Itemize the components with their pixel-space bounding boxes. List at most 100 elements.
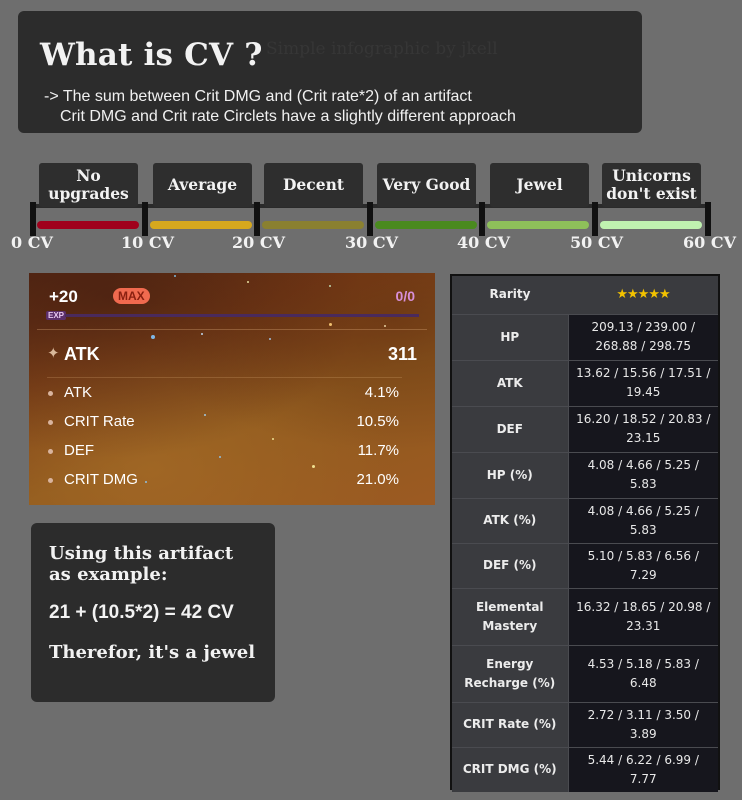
row-label: CRIT Rate (%) [452,702,568,748]
exp-count: 0/0 [395,288,415,304]
row-label: HP [452,314,568,361]
cv-mark-40: 40 CV [457,233,510,252]
example-card: Using this artifact as example: 21 + (10… [31,523,275,702]
max-badge: MAX [113,288,150,304]
main-stat-value: 311 [387,344,417,364]
sparkle-dot [204,414,206,416]
substat-row: DEF 11.7% [47,442,399,462]
row-value: 2.72 / 3.11 / 3.50 / 3.89 [567,702,718,748]
row-label: Elemental Mastery [452,588,568,646]
definition-line-1: -> The sum between Crit DMG and (Crit ra… [44,88,472,105]
bullet-icon [48,420,53,425]
row-label: Energy Recharge (%) [452,645,568,703]
sparkle-dot [151,335,155,339]
tier-bar-decent [262,221,364,229]
bullet-icon [48,478,53,483]
cv-definition: -> The sum between Crit DMG and (Crit ra… [44,87,516,127]
example-intro: Using this artifact as example: [49,543,234,585]
table-row: ATK (%) 4.08 / 4.66 / 5.25 / 5.83 [452,498,718,544]
scale-tick-10 [142,202,148,236]
row-value: 16.32 / 18.65 / 20.98 / 23.31 [567,588,718,646]
tier-unicorns: Unicorns don't exist [602,163,701,207]
tier-very-good: Very Good [377,163,476,207]
substat-roll-table: Rarity ★★★★★ HP 209.13 / 239.00 / 268.88… [450,274,720,792]
row-value: 209.13 / 239.00 / 268.88 / 298.75 [567,314,718,361]
tier-bar-jewel [487,221,589,229]
row-label: ATK (%) [452,498,568,544]
cv-mark-30: 30 CV [345,233,398,252]
example-conclusion: Therefor, it's a jewel [49,642,256,663]
definition-line-2: Crit DMG and Crit rate Circlets have a s… [60,108,516,125]
tier-bar-no-upgrades [37,221,139,229]
table-row: Energy Recharge (%) 4.53 / 5.18 / 5.83 /… [452,645,718,703]
table-row-rarity: Rarity ★★★★★ [452,276,718,315]
substat-value: 11.7% [357,442,399,459]
bullet-icon [48,449,53,454]
scale-tick-40 [479,202,485,236]
table-row: Elemental Mastery 16.32 / 18.65 / 20.98 … [452,588,718,646]
tier-bar-average [150,221,252,229]
row-value: 5.44 / 6.22 / 6.99 / 7.77 [567,747,718,792]
row-label: CRIT DMG (%) [452,747,568,792]
tier-decent: Decent [264,163,363,207]
tier-bar-very-good [375,221,477,229]
substat-value: 21.0% [356,471,399,488]
substat-row: ATK 4.1% [47,384,399,404]
main-stat-star-icon: ✦ [47,345,60,362]
header-card: What is CV ? Simple infographic by jkell… [18,11,642,133]
scale-tick-0 [30,202,36,236]
sparkle-dot [329,285,331,287]
table-row: CRIT DMG (%) 5.44 / 6.22 / 6.99 / 7.77 [452,747,718,792]
bullet-icon [48,391,53,396]
cv-mark-0: 0 CV [11,233,53,252]
cv-scale: No upgrades Average Decent Very Good Jew… [0,160,742,260]
cv-mark-10: 10 CV [121,233,174,252]
scale-tick-20 [254,202,260,236]
row-value: 4.08 / 4.66 / 5.25 / 5.83 [567,498,718,544]
sparkle-dot [329,323,332,326]
row-label: ATK [452,360,568,407]
tier-no-upgrades: No upgrades [39,163,138,207]
divider [47,377,402,378]
scale-tick-60 [705,202,711,236]
table-row: CRIT Rate (%) 2.72 / 3.11 / 3.50 / 3.89 [452,702,718,748]
sparkle-dot [201,333,203,335]
table-row: DEF 16.20 / 18.52 / 20.83 / 23.15 [452,406,718,453]
substat-value: 4.1% [364,384,399,401]
row-label: DEF (%) [452,543,568,589]
artifact-level: +20 [49,287,78,306]
rarity-label: Rarity [452,276,568,315]
sparkle-dot [384,325,386,327]
sparkle-dot [269,338,271,340]
table-row: DEF (%) 5.10 / 5.83 / 6.56 / 7.29 [452,543,718,589]
artifact-card: +20 MAX 0/0 EXP ✦ ATK 311 ATK 4.1% CRIT … [29,273,435,505]
exp-label: EXP [46,311,67,320]
substat-value: 10.5% [356,413,399,430]
table-row: ATK 13.62 / 15.56 / 17.51 / 19.45 [452,360,718,407]
sparkle-dot [247,281,249,283]
sparkle-dot [174,275,176,277]
rarity-stars-icon: ★★★★★ [568,276,718,315]
tier-bar-unicorns [600,221,702,229]
scale-tick-50 [592,202,598,236]
substat-row: CRIT DMG 21.0% [47,471,399,491]
main-stat-name: ATK [64,344,100,364]
row-label: DEF [452,406,568,453]
table-row: HP 209.13 / 239.00 / 268.88 / 298.75 [452,314,718,361]
substat-name: DEF [64,442,94,459]
row-value: 16.20 / 18.52 / 20.83 / 23.15 [567,406,718,453]
tier-jewel: Jewel [490,163,589,207]
watermark: Simple infographic by jkell [266,39,498,59]
row-label: HP (%) [452,452,568,499]
page-title: What is CV ? [40,37,263,73]
sparkle-dot [145,481,147,483]
divider [37,329,427,330]
sparkle-dot [312,465,315,468]
cv-mark-60: 60 CV [683,233,736,252]
row-value: 5.10 / 5.83 / 6.56 / 7.29 [567,543,718,589]
row-value: 4.08 / 4.66 / 5.25 / 5.83 [567,452,718,499]
exp-bar [65,314,419,317]
table-row: HP (%) 4.08 / 4.66 / 5.25 / 5.83 [452,452,718,499]
row-value: 4.53 / 5.18 / 5.83 / 6.48 [567,645,718,703]
substat-name: CRIT DMG [64,471,138,488]
